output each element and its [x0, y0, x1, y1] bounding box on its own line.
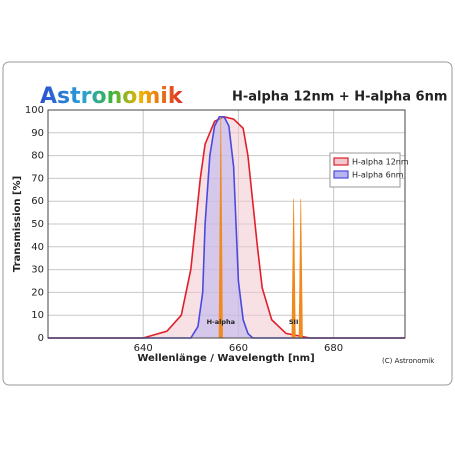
brand: Astronomik — [40, 84, 184, 109]
x-tick-label: 660 — [229, 343, 248, 354]
emission-label: H-alpha — [207, 318, 235, 326]
y-tick-label: 100 — [25, 105, 44, 116]
x-axis-label: Wellenlänge / Wavelength [nm] — [137, 353, 314, 364]
legend-swatch — [333, 170, 349, 179]
legend-label: H-alpha 12nm — [352, 158, 409, 167]
legend-swatch — [333, 157, 349, 166]
y-tick-label: 20 — [31, 287, 44, 298]
series-line — [48, 116, 405, 339]
y-tick-label: 80 — [31, 151, 44, 162]
y-tick-label: 90 — [31, 128, 44, 139]
y-tick-label: 30 — [31, 265, 44, 276]
y-tick-label: 10 — [31, 310, 44, 321]
credit: (C) Astronomik — [382, 357, 435, 365]
x-tick-label: 640 — [134, 343, 153, 354]
y-tick-label: 70 — [31, 173, 44, 184]
plot-frame — [47, 109, 406, 339]
x-tick-label: 680 — [324, 343, 343, 354]
legend-label: H-alpha 6nm — [352, 171, 404, 180]
y-tick-label: 60 — [31, 196, 44, 207]
y-tick-label: 40 — [31, 242, 44, 253]
y-tick-label: 50 — [31, 219, 44, 230]
y-tick-label: 0 — [38, 333, 44, 344]
emission-label: SII — [289, 318, 299, 326]
chart-title: H-alpha 12nm + H-alpha 6nm — [232, 90, 447, 105]
y-axis-label: Transmission [%] — [12, 176, 23, 272]
